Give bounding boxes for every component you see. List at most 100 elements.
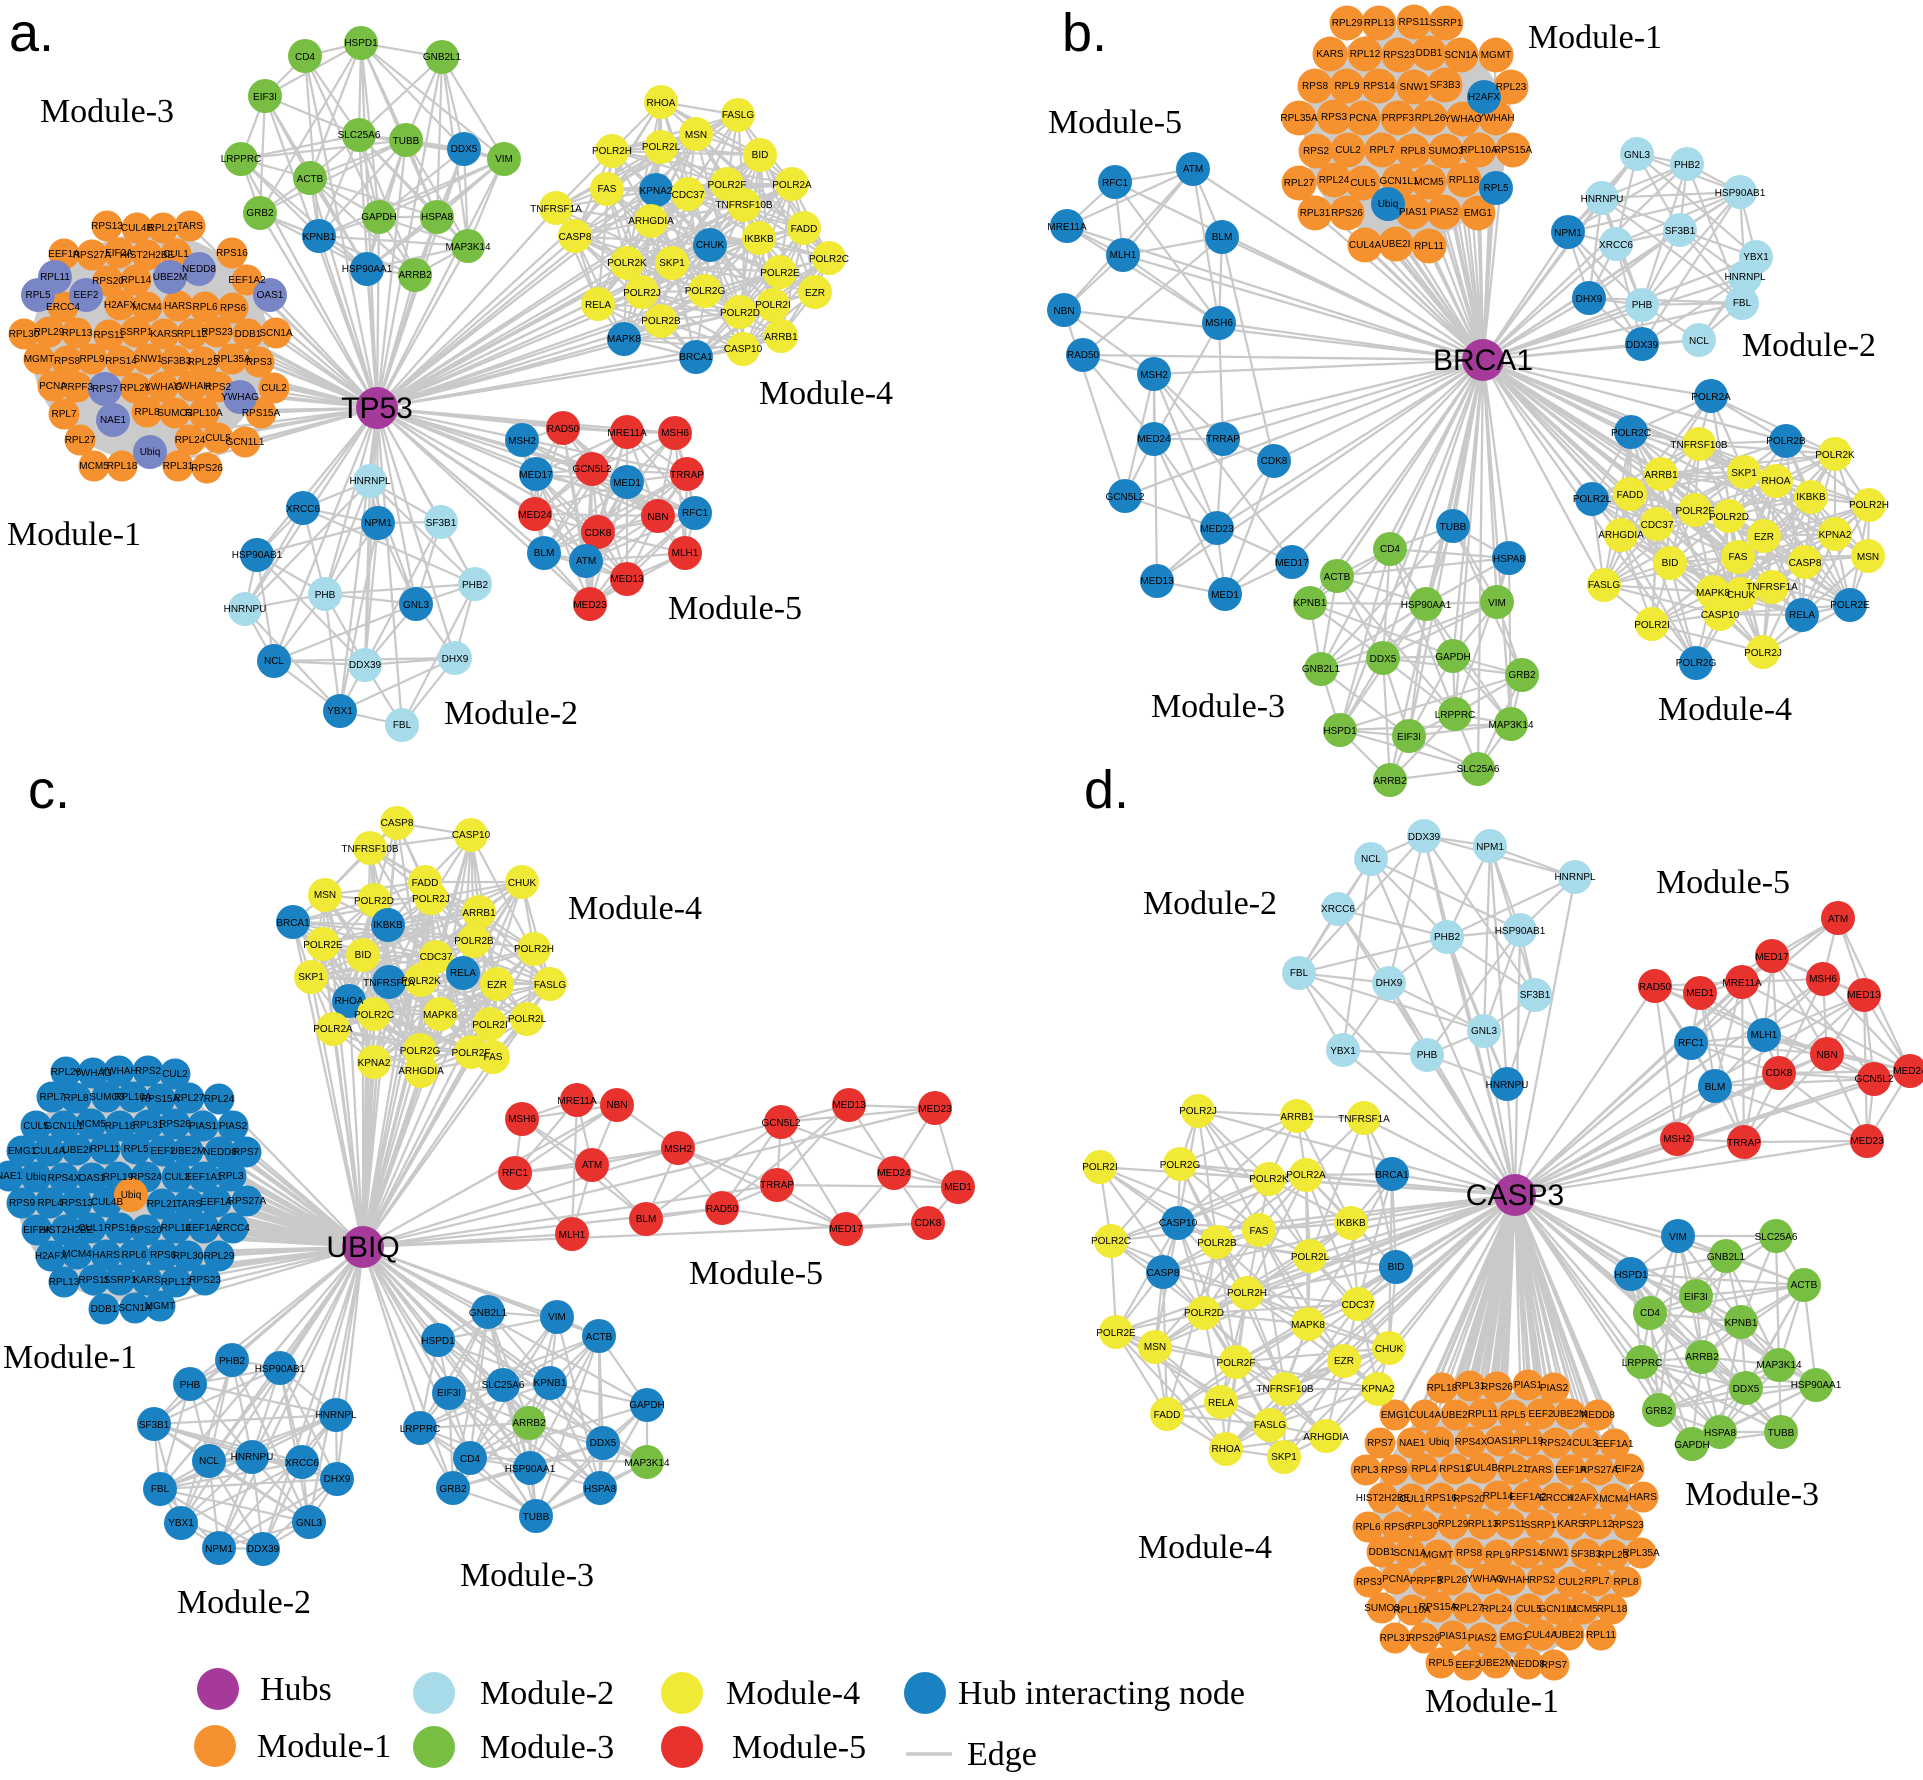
svg-text:RPS16: RPS16 [104, 1223, 136, 1234]
svg-text:DHX9: DHX9 [324, 1474, 351, 1485]
svg-text:MLH1: MLH1 [559, 1230, 586, 1241]
svg-text:EZR: EZR [1334, 1356, 1354, 1367]
svg-text:CD4: CD4 [295, 52, 315, 63]
svg-text:MSH6: MSH6 [661, 428, 689, 439]
svg-text:HARS: HARS [1629, 1492, 1657, 1503]
svg-text:GAPDH: GAPDH [361, 212, 397, 223]
svg-text:POLR2C: POLR2C [809, 254, 849, 265]
svg-text:RPL12: RPL12 [161, 1277, 192, 1288]
svg-text:KPNA2: KPNA2 [1819, 530, 1852, 541]
svg-text:HSP90AA1: HSP90AA1 [1791, 1380, 1842, 1391]
svg-text:NBN: NBN [606, 1100, 627, 1111]
svg-text:POLR2J: POLR2J [1179, 1106, 1217, 1117]
svg-text:TNFRSF10B: TNFRSF10B [341, 844, 399, 855]
svg-text:POLR2L: POLR2L [1573, 494, 1612, 505]
svg-text:EEF1A1: EEF1A1 [1596, 1439, 1634, 1450]
svg-text:RFC1: RFC1 [502, 1168, 529, 1179]
svg-text:BID: BID [752, 150, 769, 161]
svg-text:RPS15A: RPS15A [1419, 1602, 1458, 1613]
svg-text:GCN1L1: GCN1L1 [226, 437, 265, 448]
svg-text:Module-5: Module-5 [689, 1255, 823, 1292]
svg-text:RPS13: RPS13 [1439, 1464, 1471, 1475]
svg-text:RPL23: RPL23 [1496, 82, 1527, 93]
svg-text:PHB: PHB [180, 1380, 201, 1391]
svg-text:RPL30: RPL30 [9, 329, 40, 340]
svg-text:RPS26: RPS26 [1408, 1633, 1440, 1644]
svg-text:POLR2B: POLR2B [1197, 1238, 1237, 1249]
svg-text:IKBKB: IKBKB [373, 920, 403, 931]
svg-text:RPL13: RPL13 [49, 1277, 80, 1288]
svg-text:Module-1: Module-1 [7, 516, 141, 553]
svg-text:YBX1: YBX1 [1743, 252, 1769, 263]
svg-text:EIF3I: EIF3I [437, 1388, 461, 1399]
svg-text:POLR2L: POLR2L [1291, 1252, 1330, 1263]
svg-text:EEF1A1: EEF1A1 [185, 1172, 223, 1183]
svg-text:HNRNPL: HNRNPL [1554, 872, 1596, 883]
svg-text:YWHAG: YWHAG [221, 392, 259, 403]
svg-text:CUL4A: CUL4A [1409, 1410, 1442, 1421]
svg-text:d.: d. [1084, 760, 1129, 820]
svg-text:NAE1: NAE1 [1399, 1438, 1426, 1449]
svg-text:HNRNPL: HNRNPL [315, 1410, 357, 1421]
svg-text:BID: BID [1662, 558, 1679, 569]
svg-text:PIAS2: PIAS2 [1430, 207, 1459, 218]
svg-text:CUL2: CUL2 [162, 1069, 188, 1080]
svg-text:MED1: MED1 [613, 478, 641, 489]
svg-text:MCM5: MCM5 [1568, 1604, 1598, 1615]
svg-text:RELA: RELA [1208, 1398, 1234, 1409]
svg-text:SCN1A: SCN1A [1444, 50, 1478, 61]
svg-text:HSPA8: HSPA8 [1493, 554, 1525, 565]
svg-text:DDB1: DDB1 [1416, 48, 1443, 59]
svg-text:POLR2K: POLR2K [401, 976, 441, 987]
svg-text:FBL: FBL [393, 720, 412, 731]
svg-text:RPS27A: RPS27A [228, 1196, 267, 1207]
svg-text:SSRP1: SSRP1 [1524, 1520, 1557, 1531]
svg-text:UBE2I: UBE2I [1382, 239, 1411, 250]
svg-text:RPL24: RPL24 [204, 1094, 235, 1105]
svg-text:RPL13: RPL13 [62, 328, 93, 339]
svg-text:FADD: FADD [1154, 1410, 1181, 1421]
svg-text:ARHGDIA: ARHGDIA [1598, 530, 1644, 541]
svg-text:CUL4B: CUL4B [1466, 1463, 1499, 1474]
svg-text:EZR: EZR [1754, 532, 1774, 543]
svg-text:MLH1: MLH1 [1751, 1030, 1778, 1041]
svg-text:DDX5: DDX5 [590, 1438, 617, 1449]
svg-text:KPNB1: KPNB1 [534, 1378, 567, 1389]
svg-text:CDC37: CDC37 [420, 952, 453, 963]
svg-text:RPL8: RPL8 [134, 407, 159, 418]
svg-text:HSPA8: HSPA8 [421, 212, 453, 223]
svg-text:EEF1A2: EEF1A2 [228, 275, 266, 286]
svg-text:RHOA: RHOA [1762, 476, 1791, 487]
svg-text:RPL5: RPL5 [1500, 1410, 1525, 1421]
svg-text:ERCC4: ERCC4 [46, 302, 80, 313]
svg-text:EEF1A2: EEF1A2 [185, 1223, 223, 1234]
svg-text:SUMO3: SUMO3 [157, 408, 193, 419]
svg-text:RPS3: RPS3 [1321, 112, 1348, 123]
svg-text:EIF3I: EIF3I [1397, 732, 1421, 743]
svg-text:MAP3K14: MAP3K14 [1488, 720, 1533, 731]
svg-text:DDX39: DDX39 [1626, 340, 1659, 351]
svg-text:RPS11: RPS11 [1495, 1519, 1526, 1530]
svg-text:RPS4X: RPS4X [48, 1173, 81, 1184]
svg-text:BRCA1: BRCA1 [276, 918, 310, 929]
svg-text:YBX1: YBX1 [1330, 1046, 1356, 1057]
svg-text:HNRNPU: HNRNPU [231, 1452, 274, 1463]
svg-text:POLR2B: POLR2B [454, 936, 494, 947]
svg-text:MLH1: MLH1 [1110, 250, 1137, 261]
svg-text:RPL21: RPL21 [1498, 1464, 1529, 1475]
svg-text:POLR2D: POLR2D [1184, 1308, 1224, 1319]
svg-text:RPL6: RPL6 [121, 1250, 146, 1261]
svg-text:MED23: MED23 [1200, 524, 1234, 535]
svg-text:GCN1L1: GCN1L1 [1380, 176, 1419, 187]
svg-text:Ubiq: Ubiq [26, 1172, 47, 1183]
svg-text:MED24: MED24 [518, 510, 552, 521]
svg-text:RPS13: RPS13 [91, 221, 123, 232]
svg-text:FAS: FAS [484, 1052, 503, 1063]
svg-text:SUMO3: SUMO3 [1428, 146, 1464, 157]
svg-text:ARRB2: ARRB2 [512, 1418, 546, 1429]
svg-text:POLR2G: POLR2G [400, 1046, 441, 1057]
svg-text:BLM: BLM [1705, 1082, 1726, 1093]
svg-text:DHX9: DHX9 [1576, 294, 1603, 305]
svg-text:MAP3K14: MAP3K14 [624, 1458, 669, 1469]
svg-text:RPL11: RPL11 [1468, 1409, 1498, 1420]
